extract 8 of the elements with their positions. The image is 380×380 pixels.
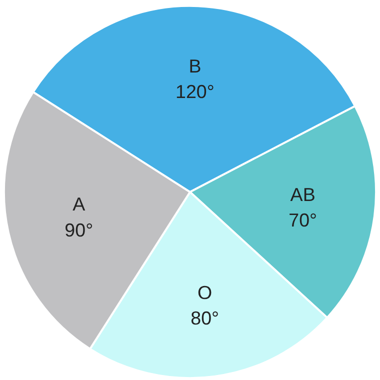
slice-label: A [72, 194, 86, 215]
slice-label: AB [290, 184, 316, 205]
slice-label: O [198, 282, 212, 303]
data-label: 90° [64, 219, 94, 240]
slice-label: B [188, 55, 202, 76]
data-label: 120° [176, 81, 214, 102]
data-label: 70° [288, 210, 318, 231]
data-label: 80° [190, 308, 220, 329]
